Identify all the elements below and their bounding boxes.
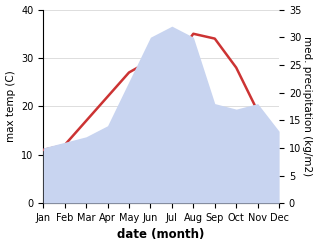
X-axis label: date (month): date (month) — [117, 228, 205, 242]
Y-axis label: med. precipitation (kg/m2): med. precipitation (kg/m2) — [302, 36, 313, 176]
Y-axis label: max temp (C): max temp (C) — [5, 70, 16, 142]
